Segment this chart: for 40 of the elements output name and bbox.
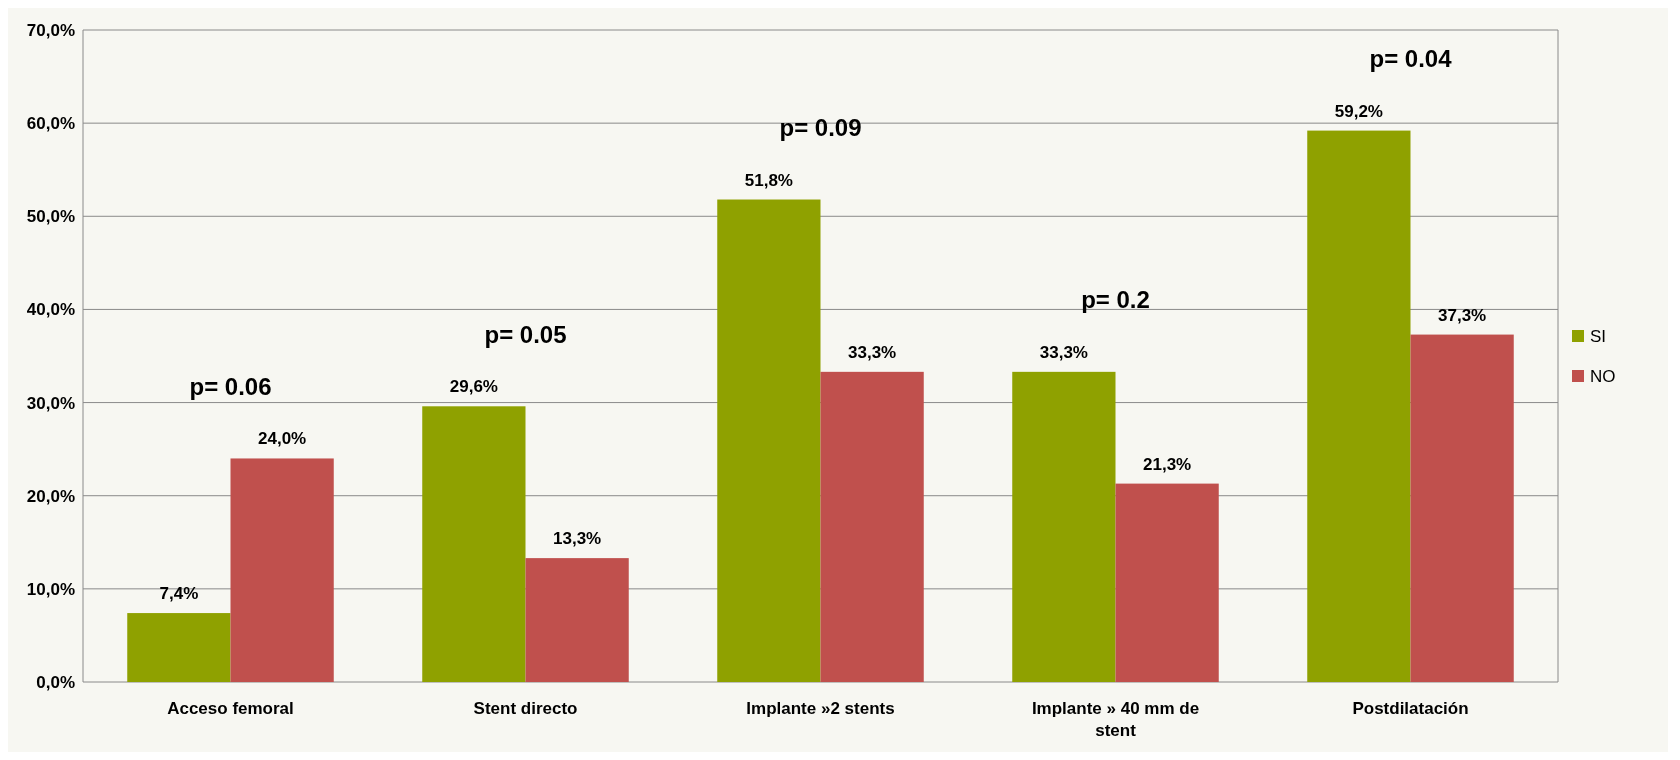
bar xyxy=(1115,483,1219,682)
y-tick-label: 0,0% xyxy=(36,672,75,692)
bar xyxy=(230,458,334,682)
data-label: 29,6% xyxy=(449,377,498,397)
x-tick-label: Stent directo xyxy=(473,699,578,718)
data-label: 21,3% xyxy=(1143,454,1192,474)
x-tick-label: Postdilatación xyxy=(1352,699,1469,718)
data-label: 33,3% xyxy=(1039,342,1088,362)
bar xyxy=(820,371,924,682)
bar xyxy=(422,406,526,682)
data-label: 37,3% xyxy=(1438,305,1487,325)
y-tick-label: 40,0% xyxy=(26,300,75,320)
data-label: 7,4% xyxy=(159,584,199,604)
y-tick-label: 50,0% xyxy=(26,207,75,227)
legend-label: NO xyxy=(1590,366,1616,386)
bar xyxy=(525,558,629,682)
annotation: p= 0.2 xyxy=(1081,286,1150,314)
y-tick-label: 10,0% xyxy=(26,579,75,599)
x-tick-label: Acceso femoral xyxy=(167,699,294,718)
bar xyxy=(1410,334,1514,682)
annotation: p= 0.09 xyxy=(779,113,862,141)
annotation: p= 0.06 xyxy=(189,372,272,400)
y-tick-label: 60,0% xyxy=(26,114,75,134)
x-tick-label: Implante » 40 mm de stent xyxy=(1031,699,1200,740)
legend-label: SI xyxy=(1590,326,1607,346)
data-label: 13,3% xyxy=(553,529,602,549)
bar xyxy=(1012,371,1116,682)
y-tick-label: 30,0% xyxy=(26,393,75,413)
bar xyxy=(127,613,231,682)
data-label: 51,8% xyxy=(744,170,793,190)
data-label: 33,3% xyxy=(848,342,897,362)
bar xyxy=(1307,130,1411,682)
bar xyxy=(717,199,821,682)
x-tick-label: Implante »2 stents xyxy=(746,699,895,718)
data-label: 24,0% xyxy=(258,429,307,449)
data-label: 59,2% xyxy=(1334,101,1383,121)
y-tick-label: 20,0% xyxy=(26,486,75,506)
annotation: p= 0.04 xyxy=(1369,44,1453,72)
annotation: p= 0.05 xyxy=(484,320,567,348)
y-tick-label: 70,0% xyxy=(26,20,75,40)
